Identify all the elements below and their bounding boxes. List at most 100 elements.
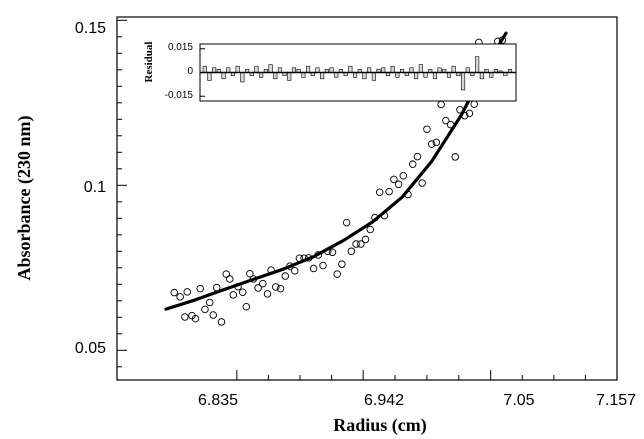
data-point (390, 175, 398, 184)
residual-bar (418, 64, 423, 73)
data-point (263, 290, 272, 298)
residual-bar (259, 72, 264, 78)
data-point (272, 283, 280, 291)
residual-bar (390, 65, 395, 73)
data-point (181, 313, 189, 321)
data-point (451, 153, 460, 161)
data-point (352, 240, 360, 248)
data-point (242, 302, 251, 311)
fit-series (164, 31, 508, 311)
data-point (209, 311, 217, 319)
data-point (217, 318, 226, 326)
inset-y-tick-label: -0.015 (165, 90, 194, 101)
data-point (196, 284, 204, 293)
residual-bar (273, 72, 278, 80)
data-point (238, 288, 247, 296)
data-point (394, 180, 403, 189)
data-point (246, 269, 254, 278)
residual-bar (432, 72, 438, 80)
data-point (254, 284, 262, 292)
data-point (366, 225, 374, 234)
residual-bar (352, 72, 358, 78)
data-point (385, 187, 393, 196)
y-axis: 0.15 0.1 0.05 (75, 19, 127, 368)
x-tick-label: 6.942 (364, 392, 404, 409)
data-point (427, 140, 436, 148)
residual-bar (475, 56, 480, 73)
residual-bar (414, 72, 419, 80)
residual-bar (362, 72, 367, 80)
plot-frame (116, 16, 618, 381)
data-point (191, 314, 200, 323)
data-point (276, 284, 285, 293)
residual-inset: Residual 0.015 0 -0.015 (143, 42, 517, 102)
data-point (201, 305, 209, 314)
x-axis: 6.835 6.942 7.05 7.157 (198, 370, 636, 409)
residual-bar (460, 72, 466, 91)
data-point (222, 270, 230, 278)
data-point (309, 264, 318, 273)
residual-bar (202, 65, 207, 73)
data-point (170, 288, 179, 297)
residual-bar (451, 65, 456, 73)
inset-y-title: Residual (143, 42, 155, 83)
x-tick-label: 7.05 (503, 392, 534, 409)
data-point (205, 298, 214, 307)
data-point (408, 160, 417, 168)
x-tick-label: 7.157 (596, 392, 636, 409)
data-point (361, 235, 370, 244)
data-point (290, 267, 299, 275)
residual-bar (305, 65, 311, 73)
residual-bar (371, 72, 376, 81)
data-point (328, 248, 337, 257)
residual-bar (479, 72, 484, 80)
residual-bar (240, 72, 245, 83)
data-point (432, 138, 441, 147)
data-point (183, 288, 191, 296)
data-point (176, 293, 184, 301)
residual-bar (235, 65, 240, 73)
data-point (399, 171, 408, 180)
data-point (333, 270, 341, 278)
residual-bar (221, 72, 226, 80)
data-point (319, 261, 327, 270)
data-point (338, 260, 346, 268)
data-point (423, 125, 431, 133)
data-point (465, 109, 474, 118)
residual-bar (254, 65, 259, 73)
residual-bar (446, 72, 452, 78)
data-point (470, 100, 478, 108)
y-tick-label: 0.15 (75, 20, 106, 37)
data-point (342, 218, 351, 227)
residual-bar (348, 65, 353, 73)
data-point (281, 272, 289, 280)
inset-y-tick-label: 0.015 (168, 42, 193, 53)
x-tick-label: 6.835 (198, 392, 238, 409)
scatter-series (170, 36, 507, 326)
data-point (357, 240, 365, 248)
residual-bar (320, 72, 325, 80)
data-point (437, 100, 445, 109)
y-axis-title: Absorbance (230 nm) (14, 115, 35, 280)
data-point (259, 279, 267, 288)
residual-bar (489, 72, 494, 78)
inset-y-tick-label: 0 (187, 66, 193, 77)
residual-bar (395, 72, 400, 78)
residual-bar (207, 72, 212, 81)
y-tick-label: 0.05 (75, 340, 106, 357)
data-point (418, 179, 426, 187)
y-tick-label: 0.1 (84, 179, 106, 196)
data-point (347, 247, 356, 256)
data-point (375, 188, 384, 196)
residual-bar (287, 72, 292, 81)
residual-bar (423, 72, 428, 78)
residual-bar (334, 72, 339, 78)
fit-curve (164, 31, 508, 311)
data-point (226, 275, 234, 283)
residual-bar (301, 72, 306, 78)
x-axis-title: Radius (cm) (333, 415, 427, 436)
data-point (229, 291, 238, 299)
residual-bar (268, 64, 273, 73)
data-point (442, 116, 450, 125)
